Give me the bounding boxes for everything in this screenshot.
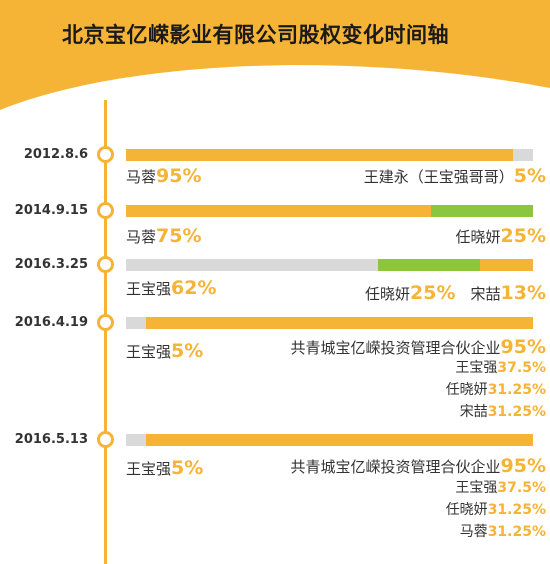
timeline-node-icon (97, 202, 114, 219)
partner-name: 任晓妍 (445, 502, 488, 518)
partner-label: 王宝强37.5% (455, 478, 546, 498)
partner-name: 马蓉 (459, 524, 488, 540)
partner-label: 宋喆31.25% (460, 402, 546, 422)
entry-date: 2016.3.25 (14, 257, 88, 272)
timeline-node-icon (97, 431, 114, 448)
holder-pct: 5% (513, 165, 546, 187)
share-segment-orange (146, 434, 533, 446)
partner-label: 任晓妍31.25% (446, 380, 546, 400)
holder-pct: 5% (171, 340, 204, 362)
share-segment-orange (126, 149, 513, 161)
holder-pct: 95% (156, 165, 202, 187)
holder-name: 宋喆 (470, 285, 501, 303)
partner-name: 宋喆 (459, 404, 488, 420)
holder-name: 马蓉 (126, 168, 157, 186)
share-segment-gray (126, 434, 147, 446)
share-bar (126, 317, 533, 329)
holder-name: 任晓妍 (365, 285, 411, 303)
timeline-node-icon (97, 146, 114, 163)
share-segment-gray (126, 259, 379, 271)
partner-pct: 37.5% (497, 480, 546, 496)
share-segment-green (378, 259, 481, 271)
partner-pct: 31.25% (487, 524, 546, 540)
partner-name: 王宝强 (455, 480, 498, 496)
holder-name: 共青城宝亿嵘投资管理合伙企业 (290, 458, 501, 476)
holder-pct: 13% (500, 282, 546, 304)
holder-label: 任晓妍25% (365, 282, 456, 304)
holder-label: 共青城宝亿嵘投资管理合伙企业95% (291, 336, 547, 358)
share-bar (126, 205, 533, 217)
holder-name: 王宝强 (126, 343, 172, 361)
holder-name: 马蓉 (126, 228, 157, 246)
partner-label: 王宝强37.5% (455, 358, 546, 378)
holder-name: 共青城宝亿嵘投资管理合伙企业 (290, 339, 501, 357)
share-segment-gray (512, 149, 533, 161)
share-segment-green (431, 205, 533, 217)
timeline-node-icon (97, 256, 114, 273)
share-segment-orange (126, 205, 432, 217)
holder-pct: 25% (500, 225, 546, 247)
holder-label: 王宝强5% (126, 340, 203, 362)
partner-name: 任晓妍 (445, 382, 488, 398)
holder-label: 共青城宝亿嵘投资管理合伙企业95% (291, 455, 547, 477)
partner-pct: 31.25% (487, 502, 546, 518)
entry-date: 2012.8.6 (23, 147, 88, 162)
entry-date: 2014.9.15 (14, 203, 88, 218)
holder-label: 马蓉95% (126, 165, 202, 187)
header-background (0, 0, 550, 110)
partner-name: 王宝强 (455, 360, 498, 376)
holder-name: 任晓妍 (455, 228, 501, 246)
timeline-spine (104, 100, 107, 564)
share-segment-orange (146, 317, 533, 329)
entry-date: 2016.4.19 (14, 315, 88, 330)
holder-label: 王宝强5% (126, 457, 203, 479)
share-segment-gray (126, 317, 147, 329)
timeline-node-icon (97, 314, 114, 331)
partner-pct: 31.25% (487, 382, 546, 398)
share-segment-orange (480, 259, 533, 271)
holder-label: 宋喆13% (471, 282, 547, 304)
holder-pct: 95% (500, 336, 546, 358)
holder-label: 王建永（王宝强哥哥）5% (364, 165, 546, 187)
entry-date: 2016.5.13 (14, 432, 88, 447)
partner-label: 马蓉31.25% (460, 522, 546, 542)
holder-name: 王宝强 (126, 280, 172, 298)
holder-pct: 75% (156, 225, 202, 247)
share-bar (126, 259, 533, 271)
partner-pct: 31.25% (487, 404, 546, 420)
holder-pct: 62% (171, 277, 217, 299)
holder-name: 王宝强 (126, 460, 172, 478)
holder-label: 王宝强62% (126, 277, 217, 299)
holder-pct: 95% (500, 455, 546, 477)
share-bar (126, 149, 533, 161)
holder-pct: 25% (410, 282, 456, 304)
partner-pct: 37.5% (497, 360, 546, 376)
page-title: 北京宝亿嵘影业有限公司股权变化时间轴 (62, 23, 449, 47)
share-bar (126, 434, 533, 446)
holder-name: 王建永（王宝强哥哥） (363, 168, 514, 186)
partner-label: 任晓妍31.25% (446, 500, 546, 520)
holder-label: 任晓妍25% (456, 225, 547, 247)
holder-pct: 5% (171, 457, 204, 479)
holder-label: 马蓉75% (126, 225, 202, 247)
